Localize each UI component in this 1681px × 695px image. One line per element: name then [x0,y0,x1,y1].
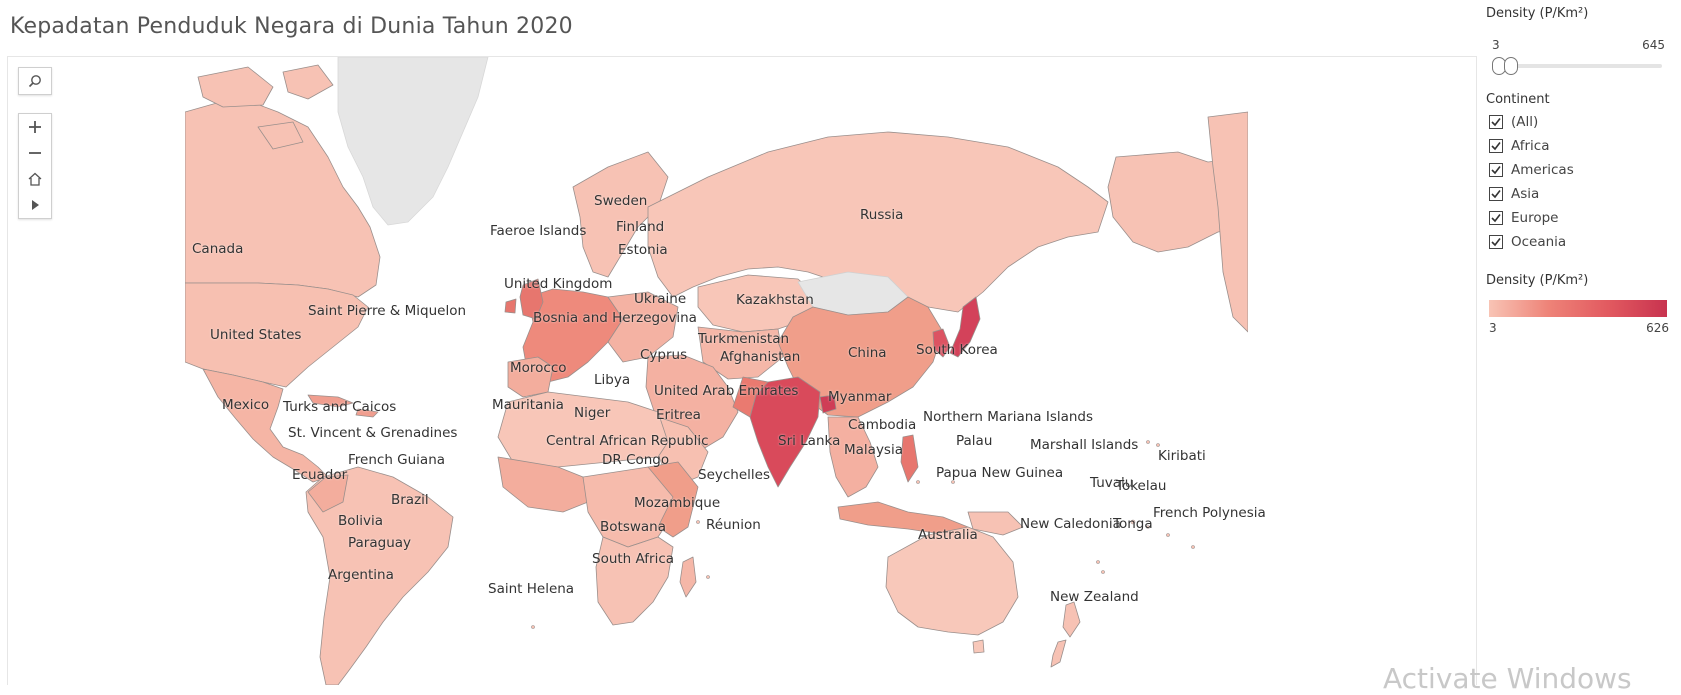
checkbox[interactable] [1489,115,1503,129]
continent-option[interactable]: Africa [1486,134,1574,158]
activate-windows-watermark: Activate Windows [1383,662,1632,695]
region-southeast-asia[interactable] [827,416,879,498]
slider-handle-max[interactable] [1504,57,1519,75]
continent-option[interactable]: (All) [1486,110,1574,134]
region-bangladesh[interactable] [819,394,837,414]
region-arctic-islands[interactable] [197,64,334,150]
continent-option[interactable]: Asia [1486,182,1574,206]
region-india[interactable] [749,376,821,488]
region-uk[interactable] [504,278,544,320]
region-greenland[interactable] [337,57,489,226]
region-west-africa[interactable] [497,456,589,513]
density-filter-min: 3 [1492,38,1500,52]
continent-option-label: Africa [1511,138,1550,154]
region-canada-east-edge[interactable] [1207,111,1248,333]
region-russia[interactable] [647,131,1109,313]
continent-option[interactable]: Oceania [1486,230,1574,254]
continent-option[interactable]: Americas [1486,158,1574,182]
region-tasmania[interactable] [972,639,985,654]
region-caribbean[interactable] [307,394,379,418]
color-legend-gradient [1489,300,1667,317]
checkmark-icon [1491,166,1501,175]
checkmark-icon [1491,142,1501,151]
zoom-out-icon[interactable] [19,140,51,166]
region-pakistan[interactable] [732,376,769,418]
checkmark-icon [1491,214,1501,223]
world-map[interactable] [8,57,1476,685]
checkbox[interactable] [1489,235,1503,249]
region-scandinavia[interactable] [572,151,669,278]
map-view[interactable]: Canada United States Mexico Turks and Ca… [7,56,1477,685]
region-mexico[interactable] [202,368,329,483]
region-southern-africa[interactable] [595,536,674,626]
region-iberia[interactable] [507,356,554,398]
density-filter-max: 645 [1642,38,1665,52]
color-legend: Density (P/Km²) 3 626 [1486,273,1671,335]
region-north-africa[interactable] [497,391,669,468]
region-east-africa[interactable] [647,461,699,538]
dashboard-title: Kepadatan Penduduk Negara di Dunia Tahun… [10,14,573,39]
checkbox[interactable] [1489,163,1503,177]
region-png[interactable] [967,511,1024,536]
checkbox[interactable] [1489,211,1503,225]
region-alaska[interactable] [1107,151,1248,253]
density-slider-track[interactable] [1492,57,1662,75]
continent-option-label: Americas [1511,162,1574,178]
home-icon[interactable] [19,166,51,192]
region-korea[interactable] [932,328,951,358]
continent-option-label: Oceania [1511,234,1567,250]
region-western-europe[interactable] [522,288,624,383]
color-legend-header: Density (P/Km²) [1486,273,1589,288]
map-search-control[interactable] [18,67,52,95]
continent-option-label: (All) [1511,114,1539,130]
continent-filter-header: Continent [1486,92,1550,107]
checkmark-icon [1491,238,1501,247]
color-legend-min: 3 [1489,321,1497,335]
color-legend-max: 626 [1646,321,1669,335]
region-south-america[interactable] [305,466,454,685]
region-ecuador-colombia[interactable] [307,474,349,513]
density-range-filter: Density (P/Km²) 3 645 [1486,6,1671,75]
region-eastern-europe[interactable] [607,291,679,363]
checkbox[interactable] [1489,187,1503,201]
play-icon[interactable] [19,192,51,218]
density-filter-header: Density (P/Km²) [1486,6,1589,21]
region-philippines[interactable] [900,434,919,483]
region-indonesia[interactable] [837,501,969,536]
checkmark-icon [1491,118,1501,127]
search-icon[interactable] [19,68,51,94]
zoom-in-icon[interactable] [19,114,51,140]
continent-option[interactable]: Europe [1486,206,1574,230]
continent-filter: Continent (All) Africa Americas Asia Europe O… [1486,92,1574,254]
region-madagascar[interactable] [679,556,697,598]
region-new-zealand[interactable] [1050,601,1081,668]
checkmark-icon [1491,190,1501,199]
map-zoom-controls [18,113,52,219]
region-australia[interactable] [885,526,1019,636]
checkbox[interactable] [1489,139,1503,153]
continent-option-label: Asia [1511,186,1540,202]
continent-option-label: Europe [1511,210,1559,226]
region-japan[interactable] [949,296,981,358]
